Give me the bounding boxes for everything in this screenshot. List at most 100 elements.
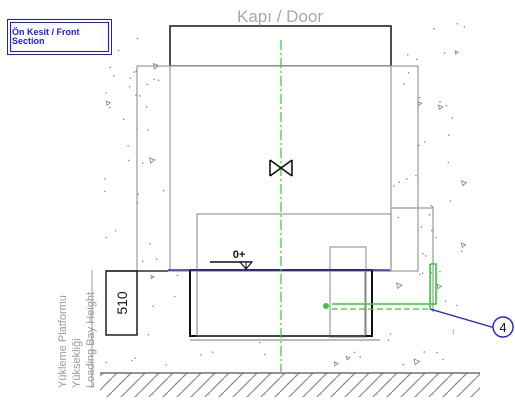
speckle-dot — [451, 117, 454, 119]
speckle-dot — [128, 159, 130, 162]
speckle-dot — [442, 358, 444, 361]
speckle-dot — [456, 23, 459, 25]
ground-hatching — [100, 373, 480, 397]
speckle-dot — [137, 193, 140, 195]
speckle-dot — [463, 26, 466, 28]
side-label: Yükleme Platformu Yüksekliği Loading Bay… — [57, 292, 97, 388]
speckle-dot — [131, 359, 133, 362]
speckle-dot — [258, 341, 261, 344]
speckle-dot — [439, 270, 441, 273]
speckle-dot — [122, 118, 125, 121]
level-marker: 0+ — [210, 249, 254, 270]
speckle-dot — [113, 74, 115, 77]
speckle-dot — [421, 272, 424, 275]
section-label-line2: Section — [12, 36, 45, 46]
speckle-dot — [418, 96, 421, 99]
speckle-dot — [443, 52, 446, 54]
speckle-dot — [105, 236, 108, 239]
speckle-dot — [448, 134, 450, 136]
speckle-dot — [127, 145, 129, 147]
speckle-dot — [398, 181, 400, 183]
door-handle-icon — [269, 159, 293, 177]
speckle-dot — [153, 78, 155, 81]
speckle-dot — [165, 364, 168, 366]
speckle-dot — [145, 106, 148, 108]
speckle-dot — [431, 206, 434, 208]
speckle-dot — [452, 332, 455, 334]
speckle-dot — [128, 86, 131, 88]
callout-leader — [429, 308, 496, 329]
speckle-dot — [109, 66, 112, 68]
section-title-box-inner — [10, 22, 109, 52]
speckle-dot — [444, 300, 447, 303]
speckle-dot — [105, 92, 107, 94]
side-label-line3: Loading Bay Height — [85, 292, 97, 388]
speckle-dot — [439, 100, 441, 103]
speckle-dot — [402, 363, 405, 366]
speckle-triangle — [105, 100, 112, 106]
speckle-dot — [392, 185, 395, 187]
speckle-dot — [460, 250, 463, 253]
speckle-dot — [109, 106, 111, 109]
speckle-triangle — [413, 358, 421, 366]
speckle-dot — [134, 357, 136, 360]
page-title: Kapı / Door — [237, 7, 323, 26]
speckle-dot — [359, 355, 362, 358]
speckle-dot — [445, 104, 448, 107]
side-label-line2: Yüksekliği — [71, 338, 83, 388]
speckle-dot — [419, 273, 421, 276]
speckle-dot — [146, 83, 149, 86]
callout-circle — [492, 316, 514, 338]
section-label: Ön Kesit / Front Section — [12, 28, 112, 46]
speckle-triangle — [333, 361, 339, 367]
side-label-line1: Yükleme Platformu — [57, 295, 69, 388]
speckle-dot — [424, 255, 427, 257]
speckle-triangle — [437, 104, 444, 111]
speckle-dot — [430, 205, 433, 207]
speckle-dot — [139, 95, 141, 97]
speckle-dot — [141, 260, 144, 263]
speckle-dot — [157, 79, 160, 82]
speckle-dot — [387, 339, 390, 342]
speckle-dot — [436, 351, 438, 354]
speckle-dot — [176, 274, 179, 277]
speckle-dot — [403, 83, 405, 85]
speckle-dot — [424, 141, 426, 143]
speckle-dot — [104, 190, 106, 193]
speckle-dot — [389, 333, 392, 335]
speckle-dot — [428, 214, 431, 216]
speckle-dot — [136, 37, 139, 40]
speckle-dot — [147, 129, 149, 131]
speckle-dot — [264, 353, 266, 356]
right-side-outline — [391, 207, 434, 312]
speckle-dot — [149, 242, 151, 245]
speckle-dot — [117, 49, 120, 52]
speckle-dot — [431, 229, 433, 232]
speckle-dot — [423, 351, 426, 353]
speckle-dot — [415, 58, 418, 61]
speckle-dot — [133, 71, 136, 73]
speckle-triangle — [150, 274, 155, 280]
speckle-triangle — [454, 50, 460, 55]
speckle-dot — [141, 162, 144, 164]
speckle-triangle — [436, 283, 443, 290]
speckle-dot — [104, 178, 106, 180]
speckle-dot — [433, 27, 435, 30]
callout-number: 4 — [499, 320, 506, 335]
cable-end-dot — [323, 303, 329, 309]
speckle-dot — [174, 295, 176, 298]
speckle-dot — [353, 351, 356, 354]
speckle-dot — [449, 200, 452, 202]
speckle-dot — [105, 361, 108, 364]
speckle-dot — [447, 161, 450, 164]
speckle-dot — [147, 334, 150, 336]
speckle-dot — [152, 305, 154, 308]
speckle-dot — [406, 178, 408, 180]
speckle-dot — [114, 230, 117, 232]
section-label-line1: Ön Kesit / Front — [12, 27, 80, 37]
speckle-dot — [200, 354, 202, 356]
dimension-value: 510 — [114, 291, 130, 315]
speckle-dot — [456, 304, 458, 307]
